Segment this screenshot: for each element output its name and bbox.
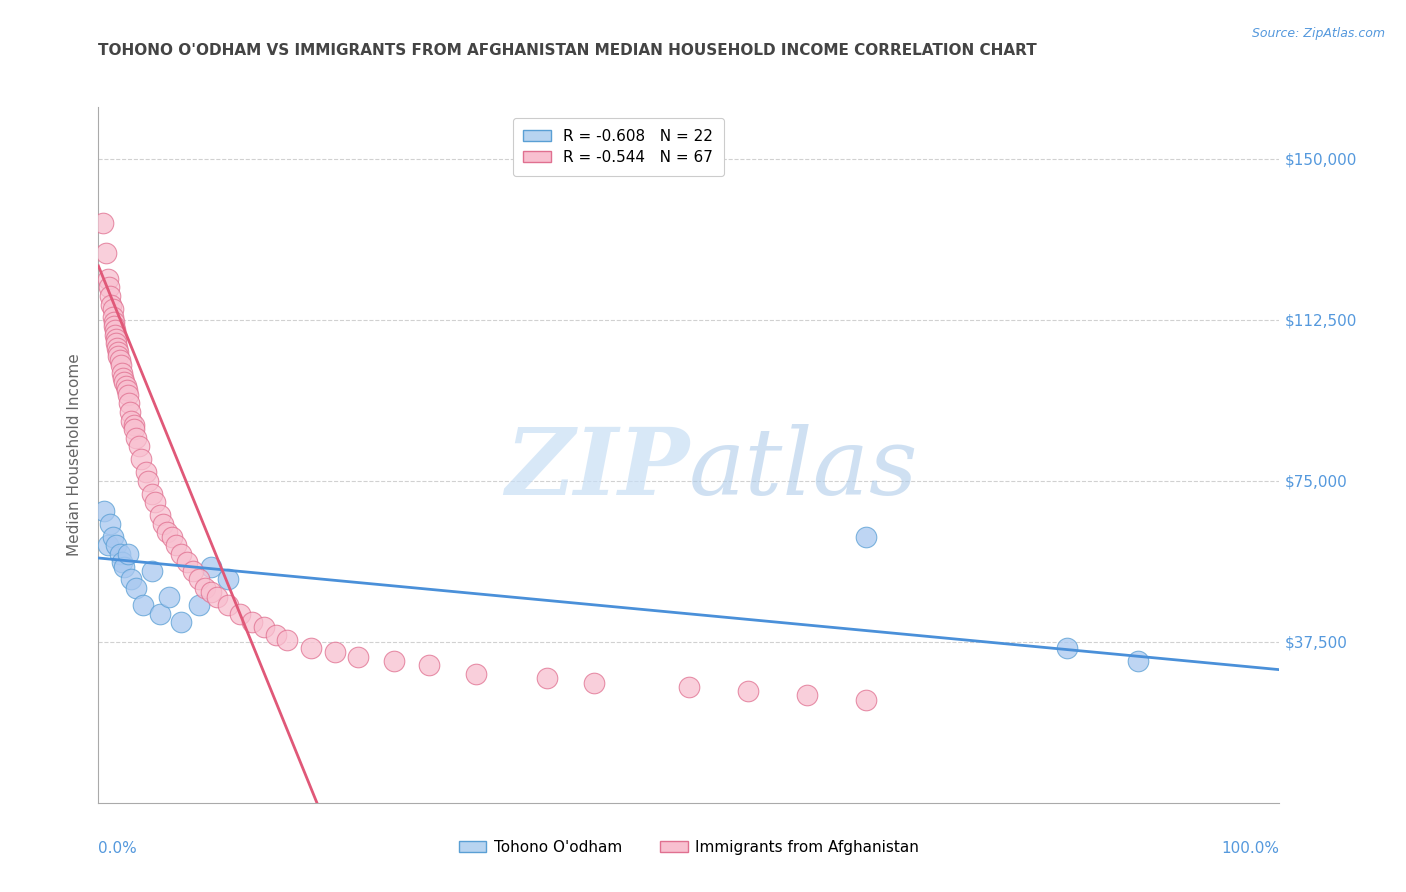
Point (94, 246, 117, 260)
Point (121, 413, 143, 427)
Point (108, 547, 131, 561)
Point (132, 599, 155, 613)
Point (141, 564, 163, 578)
Point (136, 474, 159, 488)
Point (115, 384, 138, 398)
Point (156, 525, 179, 540)
Point (105, 538, 128, 552)
Point (229, 607, 252, 621)
Point (107, 344, 129, 359)
Point (125, 431, 148, 445)
Point (114, 379, 136, 393)
Point (97, 538, 120, 552)
Point (240, 615, 263, 630)
Point (122, 422, 145, 436)
Point (129, 452, 152, 467)
Point (276, 632, 298, 647)
Point (737, 684, 759, 698)
Point (347, 649, 370, 664)
Point (135, 465, 157, 479)
Point (170, 615, 193, 630)
Point (141, 486, 163, 500)
Point (323, 645, 346, 659)
Point (200, 559, 222, 574)
Point (93, 504, 115, 518)
Point (104, 327, 127, 342)
Point (107, 349, 129, 363)
Point (855, 529, 877, 543)
Point (101, 301, 124, 316)
Point (382, 654, 405, 668)
Point (105, 336, 128, 351)
Point (152, 516, 174, 531)
Point (100, 297, 122, 311)
Point (165, 538, 187, 552)
Point (465, 667, 488, 681)
Point (98, 516, 121, 531)
Point (143, 495, 166, 509)
Point (111, 367, 134, 381)
Point (103, 315, 125, 329)
Point (118, 396, 141, 410)
Point (98, 289, 121, 303)
Point (678, 680, 700, 694)
Point (103, 319, 125, 334)
Point (98, 280, 121, 294)
Point (105, 341, 128, 355)
Point (125, 581, 148, 595)
Point (796, 689, 818, 703)
Point (264, 628, 287, 642)
Point (97, 272, 120, 286)
Point (200, 585, 222, 599)
Point (121, 573, 143, 587)
Point (176, 555, 198, 569)
Point (101, 529, 124, 543)
Point (112, 370, 135, 384)
Point (194, 581, 217, 595)
Point (91, 216, 114, 230)
Point (205, 590, 228, 604)
Point (583, 675, 606, 690)
Point (108, 353, 131, 368)
Point (217, 599, 239, 613)
Point (149, 508, 172, 522)
Legend: Tohono O'odham, Immigrants from Afghanistan: Tohono O'odham, Immigrants from Afghanis… (453, 834, 925, 862)
Point (149, 607, 172, 621)
Point (418, 658, 440, 673)
Text: ZIP: ZIP (505, 424, 689, 514)
Point (122, 417, 145, 432)
Point (112, 375, 135, 389)
Point (536, 671, 558, 685)
Y-axis label: Median Household Income: Median Household Income (67, 353, 83, 557)
Text: Source: ZipAtlas.com: Source: ZipAtlas.com (1251, 27, 1385, 40)
Point (111, 555, 134, 569)
Point (105, 332, 128, 346)
Point (187, 599, 209, 613)
Text: atlas: atlas (689, 424, 918, 514)
Text: TOHONO O'ODHAM VS IMMIGRANTS FROM AFGHANISTAN MEDIAN HOUSEHOLD INCOME CORRELATIO: TOHONO O'ODHAM VS IMMIGRANTS FROM AFGHAN… (98, 43, 1038, 58)
Point (299, 641, 322, 656)
Point (217, 573, 239, 587)
Point (1126, 654, 1149, 668)
Text: 100.0%: 100.0% (1222, 841, 1279, 856)
Point (117, 388, 139, 402)
Point (170, 547, 193, 561)
Point (1056, 641, 1078, 656)
Point (101, 310, 124, 325)
Point (187, 573, 209, 587)
Point (117, 547, 139, 561)
Point (112, 559, 135, 574)
Point (128, 439, 150, 453)
Point (110, 358, 132, 372)
Point (120, 405, 142, 419)
Point (253, 620, 276, 634)
Point (181, 564, 204, 578)
Point (855, 692, 877, 706)
Text: 0.0%: 0.0% (98, 841, 138, 856)
Point (160, 529, 183, 543)
Point (104, 323, 127, 337)
Point (157, 590, 180, 604)
